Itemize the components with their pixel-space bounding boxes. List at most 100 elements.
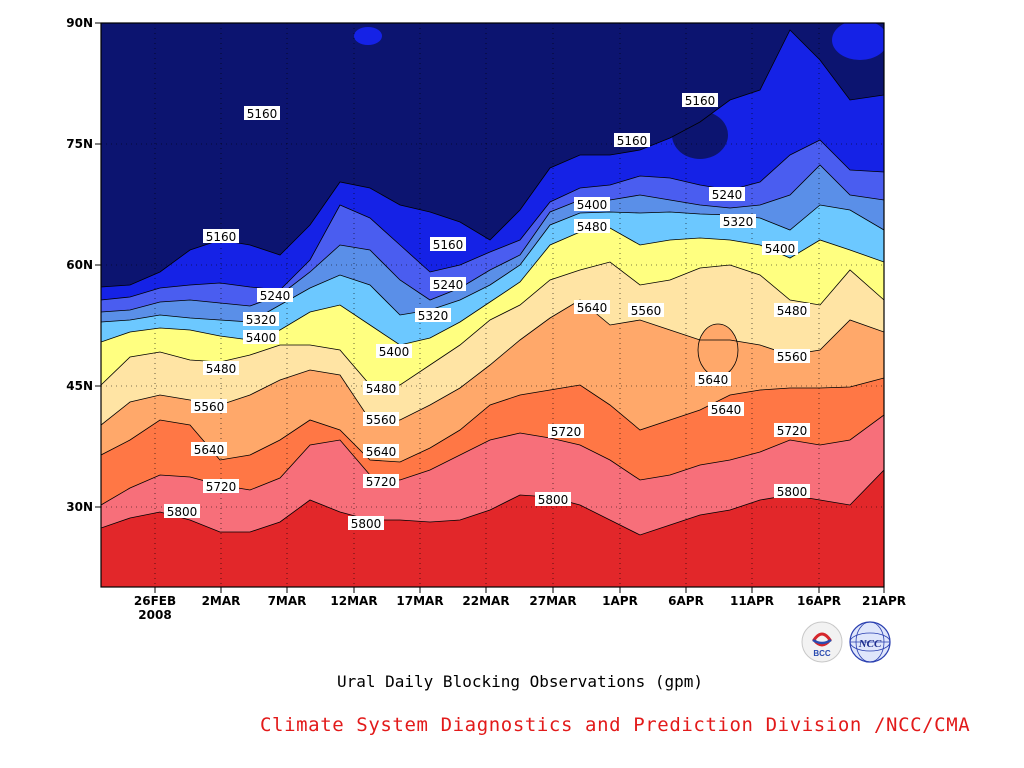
y-tick-label: 60N xyxy=(66,258,93,272)
contour-label: 5480 xyxy=(577,220,608,234)
contour-label-bg xyxy=(574,219,610,233)
credit-text: Climate System Diagnostics and Predictio… xyxy=(260,714,971,736)
contour-label-bg xyxy=(348,516,384,530)
contour-label-bg xyxy=(774,349,810,363)
contour-label-bg xyxy=(774,484,810,498)
y-tick-label: 45N xyxy=(66,379,93,393)
contour-label-bg xyxy=(376,344,412,358)
contour-band xyxy=(354,27,382,45)
contour-band xyxy=(672,111,728,159)
contour-label-bg xyxy=(191,399,227,413)
x-tick-label: 27MAR xyxy=(529,594,576,608)
contour-band xyxy=(832,23,884,60)
contour-label-bg xyxy=(363,412,399,426)
x-tick-label: 1APR xyxy=(602,594,638,608)
contour-label-bg xyxy=(164,504,200,518)
contour-label-bg xyxy=(574,197,610,211)
contour-label: 5800 xyxy=(351,517,382,531)
contour-label: 5560 xyxy=(194,400,225,414)
contour-label-bg xyxy=(762,241,798,255)
contour-label: 5560 xyxy=(366,413,397,427)
axes: 26FEB 2MAR 7MAR 12MAR 17MAR 22MAR 27MAR 1APR 6AP… xyxy=(66,16,906,622)
contour-label: 5480 xyxy=(777,304,808,318)
contour-label-bg xyxy=(548,424,584,438)
contour-label: 5720 xyxy=(206,480,237,494)
contour-label-bg xyxy=(535,492,571,506)
contour-labels: 5160 5160 5160 5160 5160 5240 5240 5240 5320 5320… xyxy=(164,93,810,531)
x-year-label: 2008 xyxy=(138,608,171,622)
contour-label: 5320 xyxy=(246,313,277,327)
contour-line xyxy=(101,469,884,536)
contour-label: 5640 xyxy=(366,445,397,459)
contour-band xyxy=(697,323,739,377)
contour-label-bg xyxy=(695,372,731,386)
contour-label: 5560 xyxy=(631,304,662,318)
contour-label: 5640 xyxy=(194,443,225,457)
contour-line xyxy=(101,139,884,301)
y-tick-label: 30N xyxy=(66,500,93,514)
contour-label: 5160 xyxy=(206,230,237,244)
contour-label-bg xyxy=(244,106,280,120)
contour-label-bg xyxy=(363,381,399,395)
chart-caption: Ural Daily Blocking Observations (gpm) xyxy=(336,672,704,691)
contour-label: 5800 xyxy=(538,493,569,507)
contour-label-bg xyxy=(430,237,466,251)
contour-label-bg xyxy=(363,474,399,488)
contour-label: 5160 xyxy=(247,107,278,121)
x-tick-label: 16APR xyxy=(797,594,841,608)
contour-label-bg xyxy=(720,214,756,228)
x-tick-label: 26FEB xyxy=(134,594,176,608)
bcc-logo: BCC xyxy=(801,621,843,663)
contour-label: 5160 xyxy=(685,94,716,108)
contour-label: 5480 xyxy=(366,382,397,396)
contour-label: 5640 xyxy=(711,403,742,417)
contour-line xyxy=(101,299,884,426)
contour-label-bg xyxy=(682,93,718,107)
contour-label-bg xyxy=(708,402,744,416)
contour-label: 5400 xyxy=(765,242,796,256)
contour-label: 5160 xyxy=(617,134,648,148)
contour-band xyxy=(101,470,884,587)
y-tick-label: 75N xyxy=(66,137,93,151)
contour-label: 5720 xyxy=(777,424,808,438)
contour-label-bg xyxy=(191,442,227,456)
contour-line xyxy=(101,227,884,346)
contour-line xyxy=(101,164,884,313)
x-tick-label: 11APR xyxy=(730,594,774,608)
contour-label-bg xyxy=(363,444,399,458)
contour-label: 5640 xyxy=(698,373,729,387)
x-tick-label: 17MAR xyxy=(396,594,443,608)
contour-label: 5720 xyxy=(551,425,582,439)
x-tick-label: 6APR xyxy=(668,594,704,608)
contour-label: 5480 xyxy=(206,362,237,376)
contour-label: 5320 xyxy=(418,309,449,323)
contour-label-bg xyxy=(203,361,239,375)
y-tick-label: 90N xyxy=(66,16,93,30)
contour-label: 5240 xyxy=(260,289,291,303)
contour-band xyxy=(778,580,846,587)
contour-label: 5160 xyxy=(433,238,464,252)
contour-label: 5400 xyxy=(246,331,277,345)
contour-line xyxy=(101,261,884,386)
contour-label-bg xyxy=(574,300,610,314)
contour-label-bg xyxy=(415,308,451,322)
contour-label: 5800 xyxy=(777,485,808,499)
contour-label-bg xyxy=(203,479,239,493)
x-tick-label: 7MAR xyxy=(268,594,307,608)
contour-label: 5560 xyxy=(777,350,808,364)
contour-label: 5640 xyxy=(577,301,608,315)
contour-label: 5720 xyxy=(366,475,397,489)
ncc-logo-text: NCC xyxy=(858,638,882,650)
contour-label: 5320 xyxy=(723,215,754,229)
contour-label: 5240 xyxy=(712,188,743,202)
ncc-logo: NCC xyxy=(849,621,891,663)
contour-label-bg xyxy=(709,187,745,201)
contour-label-bg xyxy=(243,330,279,344)
contour-label: 5400 xyxy=(379,345,410,359)
contour-bands xyxy=(101,23,884,587)
contour-label-bg xyxy=(257,288,293,302)
plot-frame xyxy=(100,22,885,588)
x-tick-label: 21APR xyxy=(862,594,906,608)
contour-line xyxy=(101,377,884,463)
